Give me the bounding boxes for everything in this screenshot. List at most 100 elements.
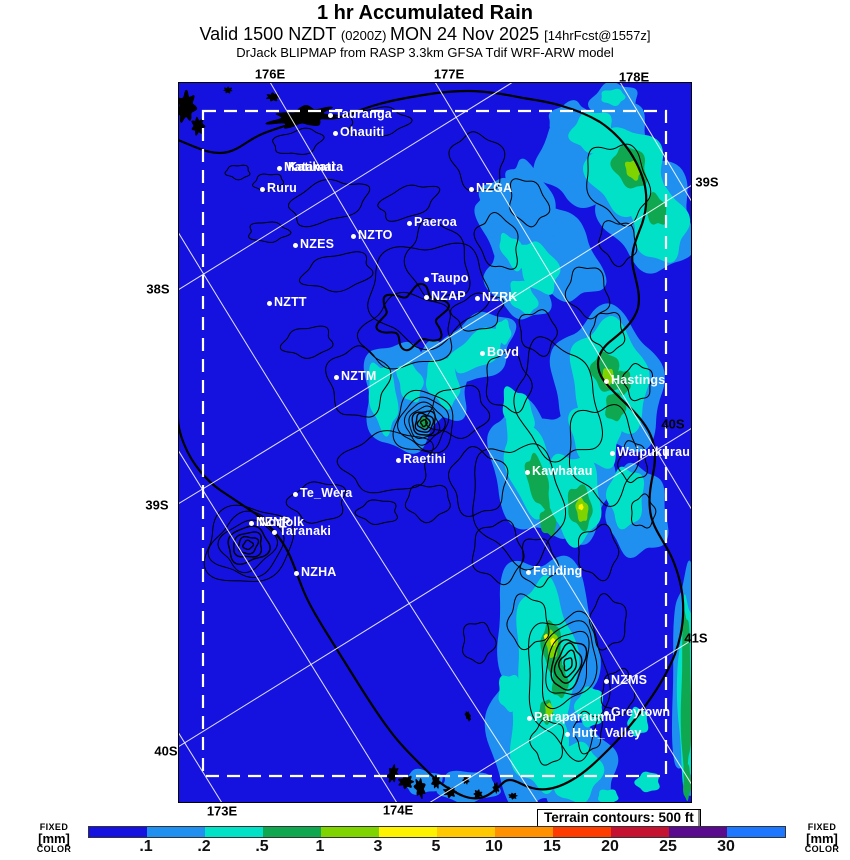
colorbar-segment [147,827,205,837]
terrain-contour-ring [416,415,431,431]
colorbar-segment [437,827,495,837]
parallel-40s [178,427,692,748]
colorbar-ticks: .1 .2 .5 1 3 5 10 15 20 25 30 [0,838,850,858]
terrain-contour [279,325,334,359]
rain-patch-green [680,610,692,788]
terrain-contour [485,348,533,414]
land-feature [464,711,472,722]
terrain-contour [564,266,611,320]
colorbar-tick-label: 10 [485,838,503,855]
terrain-contour-ring [227,525,271,565]
meridian-174e [178,449,398,803]
land-feature [178,89,198,123]
terrain-contour [285,481,347,524]
rain-patch-cyan [396,362,424,403]
land-feature [398,775,415,790]
rain-patch-yellow [578,503,584,511]
rain-patch-cyan [499,232,527,272]
colorbar-tick-label: 3 [373,838,383,855]
terrain-contour [348,106,413,137]
colorbar-segment [553,827,611,837]
terrain-contour-ring [397,396,450,452]
rain-patch-green [539,506,557,537]
colorbar-tick-label: .2 [197,838,211,855]
terrain-contour [589,312,626,354]
terrain-contour [473,212,519,270]
terrain-contour-ring [545,630,590,695]
land-feature [223,86,233,94]
model-line: DrJack BLIPMAP from RASP 3.3km GFSA Tdif… [236,44,614,60]
meridian-178e [619,82,692,203]
land-feature [431,774,441,789]
terrain-contour [462,621,497,664]
coastline [178,89,685,800]
rain-patch-cyan [368,362,399,437]
terrain-contour [354,499,398,525]
meridian-175e [178,231,539,803]
colorbar-segment [89,827,147,837]
terrain-contour [404,484,451,524]
rain-patch-cyan [509,280,539,315]
valid-fcst: [14hrFcst@1557z] [544,28,651,44]
colorbar-segment [611,827,669,837]
terrain-note: Terrain contours: 500 ft [537,809,701,827]
terrain-contour-ring [414,412,435,433]
terrain-contour-ring [403,401,446,446]
lake-taupo-outline [375,282,450,352]
colorbar-segment [669,827,727,837]
rain-patch-cyan [551,741,605,803]
terrain-contour [617,440,649,484]
terrain-contour [252,173,285,192]
grid-coordinate-label: 177E [433,66,465,82]
rain-patch-green [418,416,430,430]
land-feature [413,778,426,800]
rain-map-svg [178,82,692,803]
parallel-39s [178,184,692,505]
colorbar-tick-label: 20 [601,838,619,855]
terrain-contour [450,292,505,332]
land-feature [508,792,518,800]
terrain-contour [506,593,550,651]
meridian-177e [434,82,692,511]
rain-patch-cyan [605,466,645,530]
valid-utc: (0200Z) [340,28,391,44]
grid-coordinate-label: 176E [254,66,286,82]
terrain-contour-ring [203,504,295,582]
terrain-contour-ring [242,539,255,551]
land-feature [386,764,400,783]
colorbar-tick-label: 30 [717,838,735,855]
rain-patch-cyan [601,88,626,106]
terrain-contour-ring [558,649,578,678]
land-feature [473,789,483,799]
terrain-contour-ring [419,419,428,428]
meridian-173e [178,731,223,803]
terrain-contour [336,430,434,494]
colorbar-segment [727,827,785,837]
colorbar-tick-label: 5 [431,838,441,855]
terrain-contour [403,218,471,302]
terrain-contour-ring [550,638,588,691]
rain-patch-cyan [627,706,649,737]
fixed-mm-color-caption-left: FIXED [mm] COLOR [36,822,72,854]
colorbar-tick-label: 15 [543,838,561,855]
map-canvas: Tauranga Ohauiti Matamata Katikati Ruru NZGA P… [178,82,692,803]
grid-coordinate-label: 39S [695,174,719,190]
grid-coordinate-label: 40S [154,743,178,759]
terrain-contour-ring [408,405,441,439]
rain-patch-cyan [498,674,524,713]
terrain-contour [598,220,638,268]
terrain-contour-ring [411,410,436,436]
rain-patch-green [524,452,550,512]
map-border [178,82,692,803]
terrain-contour [600,667,636,717]
terrain-contour [447,446,509,517]
colorbar-segment [321,827,379,837]
terrain-contour [377,184,441,222]
terrain-contour-ring [207,510,285,578]
colorbar-segment [205,827,263,837]
terrain-contour [425,384,491,439]
rain-patch-yellow [550,637,556,646]
header: 1 hr Accumulated Rain Valid 1500 NZDT (0… [0,2,850,60]
rain-patch-cyan [568,112,615,154]
